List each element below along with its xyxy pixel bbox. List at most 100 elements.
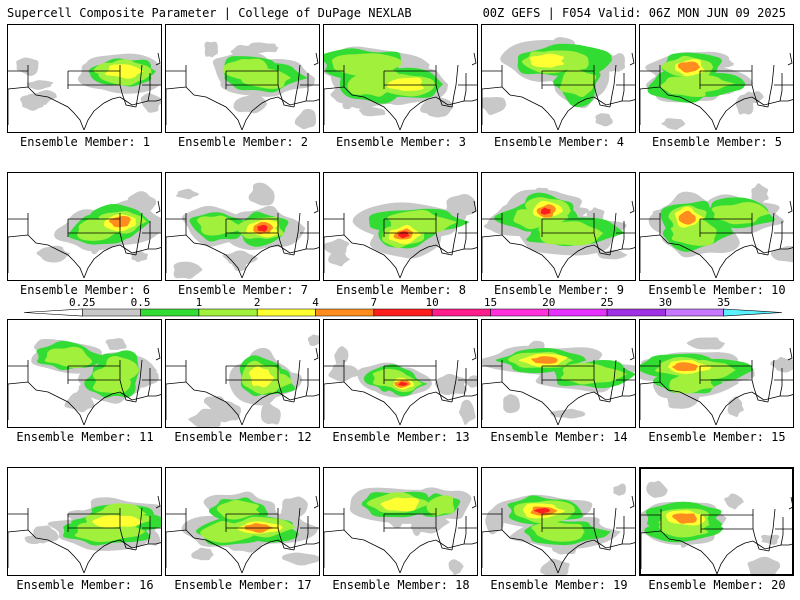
border-line <box>768 508 776 552</box>
member-map-19 <box>482 483 635 575</box>
border-line <box>155 52 161 66</box>
border-line <box>313 347 319 361</box>
basemap-borders <box>482 347 635 426</box>
member-panel-16[interactable] <box>7 467 162 576</box>
scp-contour-patch <box>203 396 224 411</box>
member-panel-1[interactable] <box>7 24 162 133</box>
border-line <box>8 381 85 426</box>
scp-contour <box>531 521 585 542</box>
scp-contour-patch <box>425 104 445 118</box>
colorbar-tick-label: 0.25 <box>69 296 96 309</box>
member-map-11 <box>8 338 161 426</box>
member-panel-15[interactable] <box>639 319 794 428</box>
border-line <box>155 200 161 214</box>
member-panel-4[interactable] <box>481 24 636 133</box>
border-line <box>621 368 625 397</box>
scp-field <box>648 183 793 263</box>
member-panel-17[interactable] <box>165 467 320 576</box>
scp-field <box>24 497 161 551</box>
member-panel-20[interactable] <box>639 467 794 576</box>
member-map-8 <box>324 193 477 279</box>
scp-contour-patch <box>64 392 95 413</box>
border-line <box>83 539 161 574</box>
border-line <box>324 86 401 131</box>
basemap-borders <box>324 495 477 574</box>
border-line <box>241 244 319 279</box>
member-panel-6[interactable] <box>7 172 162 281</box>
member-panel-9[interactable] <box>481 172 636 281</box>
border-line <box>640 234 717 279</box>
scp-contour <box>426 495 455 516</box>
member-panel-11[interactable] <box>7 319 162 428</box>
colorbar-tick-label: 10 <box>426 296 439 309</box>
member-panel-8[interactable] <box>323 172 478 281</box>
border-line <box>542 379 611 403</box>
scp-field <box>645 51 764 130</box>
scp-contour-patch <box>770 357 793 373</box>
border-line <box>135 359 143 403</box>
border-line <box>293 359 301 403</box>
scp-contour-patch <box>686 337 726 350</box>
scp-field <box>482 37 626 127</box>
colorbar-segment <box>490 308 550 317</box>
scp-field <box>324 193 477 267</box>
member-panel-5[interactable] <box>639 24 794 133</box>
member-label: Ensemble Member: 4 <box>493 135 625 149</box>
scp-contour-patch <box>503 394 520 414</box>
border-line <box>83 391 161 426</box>
scp-contour <box>398 381 408 386</box>
member-map-6 <box>8 191 161 279</box>
border-line <box>226 232 295 256</box>
border-line <box>542 527 611 551</box>
border-line <box>482 86 559 131</box>
member-panel-3[interactable] <box>323 24 478 133</box>
member-map-14 <box>482 340 635 426</box>
member-panel-19[interactable] <box>481 467 636 576</box>
member-panel-13[interactable] <box>323 319 478 428</box>
scp-field <box>328 346 477 425</box>
basemap-borders <box>166 200 319 279</box>
scp-contour-patch <box>281 496 308 519</box>
border-line <box>313 495 319 509</box>
border-line <box>135 212 143 256</box>
border-line <box>451 507 459 551</box>
border-line <box>68 84 137 108</box>
border-line <box>463 221 467 250</box>
member-map-5 <box>640 51 793 131</box>
member-label: Ensemble Member: 5 <box>651 135 783 149</box>
border-line <box>482 234 559 279</box>
colorbar-segment <box>606 308 666 317</box>
colorbar-segment <box>256 308 316 317</box>
border-line <box>715 96 793 131</box>
member-panel-7[interactable] <box>165 172 320 281</box>
member-panel-10[interactable] <box>639 172 794 281</box>
scp-contour <box>216 499 260 520</box>
scp-contour <box>529 53 565 68</box>
border-line <box>700 232 769 256</box>
member-label: Ensemble Member: 15 <box>648 430 786 444</box>
border-line <box>384 84 453 108</box>
member-panel-14[interactable] <box>481 319 636 428</box>
scp-contour-patch <box>204 41 219 58</box>
member-panel-18[interactable] <box>323 467 478 576</box>
member-map-2 <box>166 41 319 131</box>
member-panel-2[interactable] <box>165 24 320 133</box>
scp-contour-patch <box>173 261 203 279</box>
border-line <box>305 516 309 545</box>
member-map-20 <box>641 480 792 574</box>
scp-contour <box>672 513 697 524</box>
scp-contour-patch <box>16 57 39 76</box>
border-line <box>226 379 295 403</box>
basemap-borders <box>324 52 477 131</box>
border-line <box>293 64 301 108</box>
basemap-borders <box>8 347 161 426</box>
border-line <box>788 496 792 510</box>
basemap-borders <box>324 347 477 426</box>
scp-contour-patch <box>760 534 780 545</box>
border-line <box>629 495 635 509</box>
basemap-borders <box>8 495 161 574</box>
border-line <box>787 347 793 361</box>
scp-contour-patch <box>281 552 319 566</box>
member-label: Ensemble Member: 10 <box>648 283 786 297</box>
member-panel-12[interactable] <box>165 319 320 428</box>
